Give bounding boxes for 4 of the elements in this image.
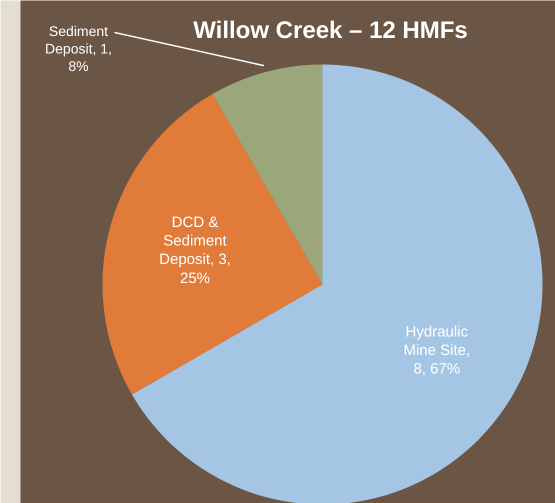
chart-title: Willow Creek – 12 HMFs	[193, 17, 468, 44]
slice-label: Hydraulic Mine Site, 8, 67%	[403, 323, 470, 378]
slice-label: Sediment Deposit, 1, 8%	[45, 22, 112, 74]
slice-label: DCD & Sediment Deposit, 3, 25%	[159, 214, 231, 287]
